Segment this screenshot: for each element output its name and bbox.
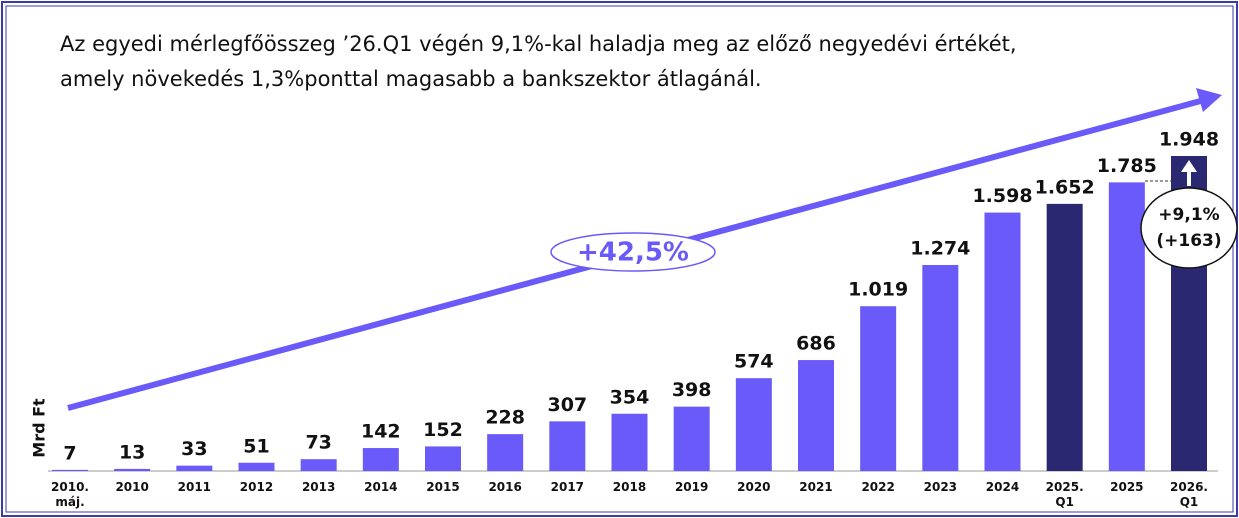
bar [52,469,88,471]
x-tick-label: 2023 [924,480,957,494]
x-tick-label: 2017 [551,480,584,494]
value-label: 354 [610,386,650,408]
value-label: 51 [243,435,269,457]
x-tick-label: 2011 [178,480,211,494]
value-label: 1.785 [1097,155,1157,177]
bar [735,378,772,471]
x-tick-label: 2016 [488,480,521,494]
x-tick-label: 2020 [737,480,770,494]
value-label: 73 [305,432,331,454]
value-label: 1.652 [1035,176,1095,198]
frame-inner [5,5,1234,513]
x-tick-label: 2015 [426,480,459,494]
x-tick-label: 2013 [302,480,335,494]
value-label: 1.274 [910,237,970,259]
bar [922,264,959,471]
bar [860,306,897,471]
value-label: 7 [63,442,76,464]
title-line: Az egyedi mérlegfőösszeg ’26.Q1 végén 9,… [60,32,1017,56]
x-tick-label: 2010 [115,480,148,494]
y-axis-label: Mrd Ft [30,398,49,458]
value-label: 1.019 [848,279,908,301]
bar [984,212,1021,472]
trend-arrow-head [1196,88,1222,112]
bar [362,448,399,471]
bar [549,421,586,471]
bar [611,413,648,471]
value-label: 13 [119,441,145,463]
x-tick-label: 2019 [675,480,708,494]
growth-badge [1140,187,1238,269]
bar [487,434,524,471]
value-label: 686 [796,333,836,355]
growth-abs: (+163) [1156,231,1221,251]
value-label: 574 [734,351,774,373]
growth-arrow-head [1181,160,1197,172]
trend-label: +42,5% [577,238,689,268]
bar [300,459,337,471]
value-label: 1.948 [1159,129,1219,151]
x-tick-label: 2025 [1110,480,1143,494]
trend-badge [550,232,716,272]
bar [425,446,461,471]
bar [1046,203,1083,471]
value-label: 1.598 [972,185,1032,207]
value-label: 228 [485,407,525,429]
bar [798,360,834,471]
bar [176,465,213,471]
x-tick-label: 2026. Q1 [1170,480,1208,509]
bar [238,462,275,471]
x-tick-label: 2022 [861,480,894,494]
value-label: 142 [361,421,401,443]
value-label: 152 [423,419,463,441]
x-tick-label: 2021 [799,480,832,494]
bar [673,406,710,471]
value-label: 398 [672,379,712,401]
bar [114,468,151,471]
x-tick-label: 2025. Q1 [1046,480,1084,509]
x-tick-label: 2018 [613,480,646,494]
x-tick-label: 2014 [364,480,397,494]
value-label: 307 [547,394,587,416]
x-tick-label: 2012 [240,480,273,494]
x-tick-label: 2024 [986,480,1019,494]
bar [1108,182,1145,472]
growth-pct: +9,1% [1158,205,1219,225]
title-line: amely növekedés 1,3%ponttal magasabb a b… [60,67,762,91]
value-label: 33 [181,438,207,460]
x-tick-label: 2010. máj. [51,480,89,509]
